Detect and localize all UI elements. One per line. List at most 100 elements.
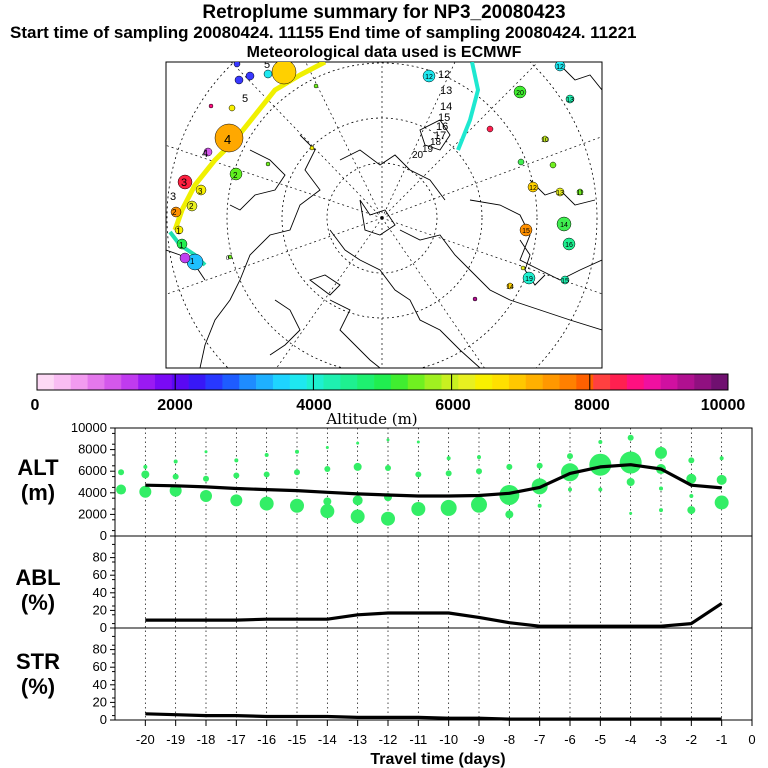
alt-scatter-point bbox=[719, 456, 724, 461]
abl-series-line bbox=[145, 602, 723, 628]
colorbar-tick-label: 2000 bbox=[157, 397, 193, 414]
alt-scatter-points bbox=[116, 434, 729, 526]
east-label: 13 bbox=[440, 85, 452, 97]
colorbar-segment bbox=[407, 374, 425, 390]
east-circle-label: 15 bbox=[561, 278, 569, 285]
colorbar-segment bbox=[525, 374, 543, 390]
alt-scatter-point bbox=[204, 450, 208, 454]
str-unit-label: (%) bbox=[21, 674, 55, 699]
plume-label: 1 bbox=[176, 226, 181, 236]
alt-scatter-point bbox=[536, 462, 543, 469]
x-tick-label: -6 bbox=[564, 732, 576, 747]
alt-series-line bbox=[145, 463, 722, 498]
east-circle-label: 13 bbox=[556, 190, 564, 197]
str-label: STR bbox=[16, 649, 60, 674]
x-tick-label: -10 bbox=[439, 732, 458, 747]
alt-scatter-point bbox=[264, 453, 269, 457]
coastlines bbox=[166, 64, 602, 368]
colorbar-segment bbox=[222, 374, 240, 390]
alt-scatter-point bbox=[411, 502, 426, 516]
plume-label: 5 bbox=[242, 93, 248, 105]
alt-scatter-point bbox=[385, 464, 391, 471]
plume-label: 1 bbox=[190, 257, 195, 266]
east-label: 17 bbox=[434, 130, 446, 142]
alt-scatter-point bbox=[200, 490, 212, 503]
alt-scatter-point bbox=[118, 469, 125, 476]
y-tick-label: 80 bbox=[93, 642, 107, 657]
y-tick-label: 40 bbox=[93, 677, 107, 692]
colorbar-segment bbox=[53, 374, 72, 390]
alt-scatter-point bbox=[416, 440, 420, 444]
alt-scatter-point bbox=[714, 495, 729, 510]
x-axis-ticks: -20 -19 -18 -17 -16 -15 -14 -13 -12 -11 -10 -9 -8 -7-… bbox=[136, 720, 756, 747]
colorbar-segment bbox=[593, 374, 611, 390]
plume-label: 2 bbox=[189, 202, 194, 211]
plume-label: 2 bbox=[233, 171, 238, 180]
alt-scatter-point bbox=[350, 509, 365, 524]
x-tick-label: -15 bbox=[288, 732, 307, 747]
alt-scatter-point bbox=[471, 496, 487, 513]
east-circle-label: 12 bbox=[529, 185, 537, 192]
east-circle-label: 12 bbox=[556, 64, 564, 71]
y-tick-label: 80 bbox=[93, 550, 107, 565]
colorbar-segment bbox=[508, 374, 527, 390]
east-circle-label: 11 bbox=[576, 190, 583, 197]
colorbar-segment bbox=[441, 374, 459, 390]
colorbar-tick-label: 4000 bbox=[296, 397, 332, 414]
plume-label: 3 bbox=[170, 191, 176, 203]
x-tick-label: -7 bbox=[534, 732, 546, 747]
alt-scatter-point bbox=[356, 441, 360, 445]
time-series-panels bbox=[114, 427, 753, 721]
east-label: 14 bbox=[440, 101, 452, 113]
alt-scatter-point bbox=[659, 508, 663, 513]
colorbar-segment bbox=[458, 374, 476, 390]
alt-scatter-point bbox=[476, 468, 482, 475]
alt-scatter-point bbox=[172, 473, 179, 480]
x-tick-label: -1 bbox=[716, 732, 728, 747]
alt-scatter-point bbox=[259, 496, 274, 511]
alt-scatter-point bbox=[324, 466, 331, 473]
alt-scatter-point bbox=[352, 495, 363, 506]
colorbar-tick-label: 8000 bbox=[574, 397, 610, 414]
x-tick-label: -20 bbox=[136, 732, 155, 747]
y-axis-ticks: 0 2000 4000 6000 8000 10000 0 20 40 60 80 0 20 40 60 80 bbox=[71, 420, 115, 727]
east-clusters bbox=[422, 62, 584, 302]
polar-map: 5 5 4 4 3 3 3 2 2 2 1 1 1 0 12 13 14 15 … bbox=[165, 61, 603, 369]
colorbar-segment bbox=[87, 374, 105, 390]
colorbar-tick-label: 6000 bbox=[435, 397, 471, 414]
alt-scatter-point bbox=[687, 506, 696, 515]
alt-scatter-point bbox=[477, 455, 481, 460]
x-tick-label: -8 bbox=[504, 732, 516, 747]
alt-unit-label: (m) bbox=[21, 480, 55, 505]
x-tick-label: -16 bbox=[257, 732, 276, 747]
colorbar-segment bbox=[626, 374, 645, 390]
alt-scatter-point bbox=[568, 487, 572, 492]
colorbar-segment bbox=[340, 374, 358, 390]
alt-scatter-point bbox=[505, 510, 514, 519]
y-tick-label: 60 bbox=[93, 567, 107, 582]
plume-label: 2 bbox=[172, 208, 177, 217]
plume-track-east bbox=[456, 62, 481, 151]
alt-scatter-point bbox=[659, 486, 663, 491]
colorbar-border bbox=[36, 373, 729, 391]
colorbar-segment bbox=[154, 374, 173, 390]
alt-scatter-point bbox=[203, 475, 209, 482]
colorbar-tick-label: 0 bbox=[31, 397, 40, 414]
colorbar-segment bbox=[610, 374, 628, 390]
alt-scatter-point bbox=[567, 453, 573, 460]
plume-label: 0 bbox=[226, 256, 230, 262]
colorbar-segment bbox=[643, 374, 661, 390]
alt-scatter-point bbox=[619, 451, 642, 474]
x-tick-label: 0 bbox=[748, 732, 755, 747]
colorbar-segment bbox=[188, 374, 206, 390]
alt-scatter-point bbox=[263, 471, 270, 478]
map-frame bbox=[165, 61, 603, 369]
altitude-colorbar bbox=[36, 373, 729, 391]
alt-scatter-point bbox=[386, 438, 390, 442]
east-label: 19 bbox=[422, 144, 434, 155]
x-tick-label: -19 bbox=[166, 732, 185, 747]
y-tick-label: 20 bbox=[93, 602, 107, 617]
y-tick-label: 10000 bbox=[71, 420, 107, 435]
x-tick-label: -5 bbox=[595, 732, 607, 747]
alt-scatter-point bbox=[169, 484, 182, 497]
